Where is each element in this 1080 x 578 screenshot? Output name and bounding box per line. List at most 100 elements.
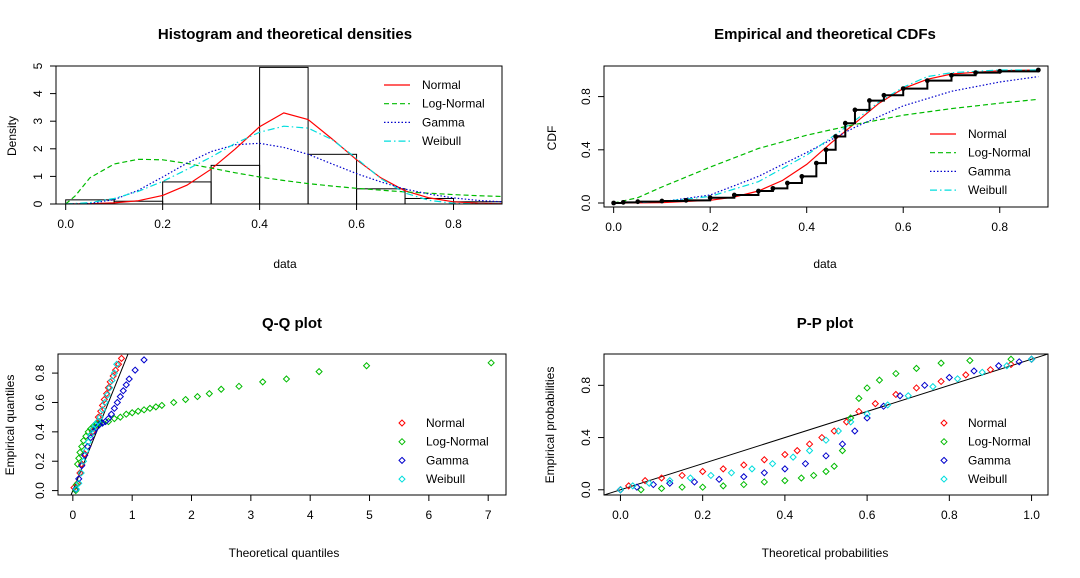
data-point <box>79 436 88 445</box>
x-tick-label: 0.2 <box>694 508 711 522</box>
x-tick-label: 3 <box>248 508 255 522</box>
data-point <box>838 446 847 455</box>
data-point <box>110 404 119 413</box>
series-line <box>613 98 1039 204</box>
data-point <box>978 368 986 376</box>
data-point <box>920 381 929 390</box>
data-point <box>86 434 95 442</box>
empirical-point <box>611 200 617 206</box>
empirical-point <box>635 199 641 205</box>
data-point <box>96 413 104 421</box>
y-tick-label: 0.4 <box>579 141 593 158</box>
data-point <box>111 366 120 374</box>
data-point <box>158 401 166 410</box>
data-point <box>883 401 892 409</box>
legend-marker <box>940 475 948 483</box>
data-point <box>896 392 904 400</box>
data-point <box>834 427 843 435</box>
empirical-point <box>770 185 776 191</box>
legend-label: Gamma <box>968 164 1011 178</box>
data-point <box>740 473 748 481</box>
data-point <box>846 414 855 422</box>
data-point <box>362 362 371 370</box>
empirical-point <box>659 198 665 204</box>
empirical-point <box>707 195 713 201</box>
data-point <box>768 459 777 468</box>
empirical-point <box>813 160 819 166</box>
x-axis-label: data <box>273 257 297 271</box>
legend-label: Gamma <box>968 453 1011 467</box>
data-point <box>1003 362 1011 370</box>
data-point <box>760 478 769 486</box>
data-point <box>103 391 111 399</box>
chart-title: Histogram and theoretical densities <box>158 26 412 43</box>
data-point <box>125 375 133 383</box>
data-point <box>110 414 119 423</box>
x-tick-label: 0.4 <box>777 508 794 522</box>
data-point <box>875 376 884 384</box>
data-point <box>98 406 107 414</box>
empirical-point <box>823 147 829 153</box>
data-point <box>140 356 148 364</box>
data-point <box>657 474 666 482</box>
data-point <box>134 407 142 415</box>
x-tick-label: 0 <box>69 508 76 522</box>
data-point <box>970 367 978 375</box>
y-tick-label: 0.4 <box>33 423 47 440</box>
legend-label: Log-Normal <box>968 435 1031 449</box>
x-tick-label: 6 <box>426 508 433 522</box>
data-point <box>181 395 190 404</box>
data-point <box>818 433 826 442</box>
data-point <box>75 479 83 487</box>
data-point <box>892 369 900 378</box>
data-point <box>830 427 838 435</box>
legend-marker <box>398 419 406 427</box>
data-point <box>72 485 81 493</box>
data-point <box>94 417 102 426</box>
plot-area: 0.0 0.2 0.4 0.6 0.8 0.0 0.4 0.8 Normal Log-Normal… <box>579 65 1049 234</box>
data-point <box>100 395 108 404</box>
data-point <box>645 479 653 487</box>
data-point <box>119 387 127 395</box>
data-point <box>113 398 122 407</box>
data-point <box>108 376 116 385</box>
x-axis-label: data <box>813 257 837 271</box>
y-axis-label: Empirical quantiles <box>3 375 17 476</box>
plot-contents <box>70 354 495 495</box>
data-point <box>727 469 736 477</box>
x-tick-label: 0.2 <box>702 220 719 234</box>
data-point <box>838 440 847 448</box>
data-point <box>616 486 625 494</box>
panel-pp: P-P plot Theoretical probabilities Empir… <box>543 315 1049 560</box>
data-point <box>94 413 103 421</box>
legend-label: Weibull <box>968 472 1007 486</box>
empirical-point <box>833 134 839 139</box>
data-point <box>76 469 84 477</box>
data-point <box>678 483 686 491</box>
data-point <box>128 409 136 417</box>
legend-marker <box>940 419 948 427</box>
data-point <box>698 467 707 476</box>
x-tick-label: 0.8 <box>991 220 1008 234</box>
y-tick-label: 0.2 <box>33 453 47 470</box>
data-point <box>80 451 89 460</box>
y-tick-label: 0.0 <box>33 482 47 499</box>
data-point <box>863 410 871 418</box>
data-point <box>140 406 148 414</box>
legend: Normal Log-Normal Gamma Weibull <box>398 416 489 486</box>
plot-frame <box>55 65 503 205</box>
legend: Normal Log-Normal Gamma Weibull <box>940 416 1031 486</box>
data-point <box>678 471 686 480</box>
data-point <box>781 476 789 485</box>
y-tick-label: 0.0 <box>579 194 593 211</box>
data-point <box>107 410 116 418</box>
legend-marker <box>398 475 406 483</box>
data-point <box>101 398 109 407</box>
data-point <box>994 362 1003 370</box>
data-point <box>146 404 154 413</box>
legend-label: Gamma <box>426 453 469 467</box>
y-tick-label: 5 <box>31 62 45 69</box>
data-point <box>637 486 645 494</box>
empirical-point <box>924 78 930 84</box>
